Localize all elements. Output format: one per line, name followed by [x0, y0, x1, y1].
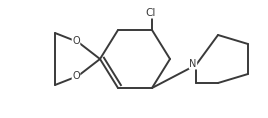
Text: O: O: [72, 36, 80, 46]
Text: O: O: [72, 71, 80, 81]
Text: N: N: [189, 59, 197, 69]
Text: Cl: Cl: [146, 8, 156, 18]
